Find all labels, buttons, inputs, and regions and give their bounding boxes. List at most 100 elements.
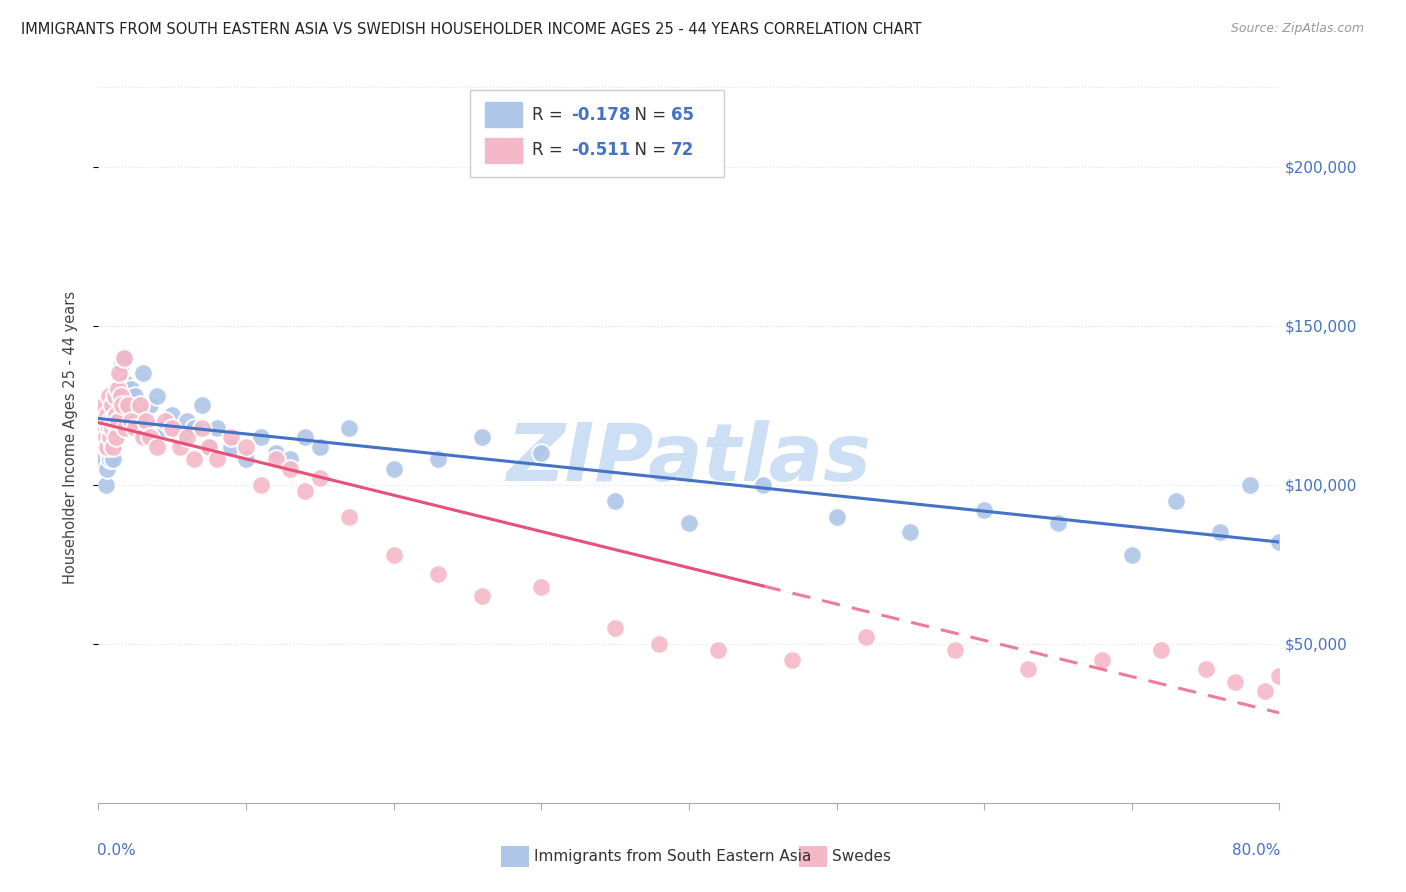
Point bbox=[162, 420, 183, 434]
Point bbox=[94, 477, 117, 491]
Point bbox=[94, 414, 117, 428]
Point bbox=[107, 420, 129, 434]
Point bbox=[153, 414, 176, 428]
Point bbox=[1150, 643, 1173, 657]
Text: -0.178: -0.178 bbox=[571, 105, 630, 123]
Point bbox=[105, 383, 128, 397]
Point bbox=[1018, 662, 1040, 676]
Point bbox=[105, 414, 128, 428]
Point bbox=[1047, 516, 1070, 530]
Point bbox=[105, 430, 128, 444]
Point bbox=[104, 414, 127, 428]
Point bbox=[115, 389, 138, 403]
Point bbox=[97, 389, 120, 403]
Point bbox=[100, 420, 122, 434]
Point bbox=[97, 420, 120, 434]
Point bbox=[221, 440, 243, 454]
Point bbox=[605, 621, 627, 635]
Point bbox=[294, 430, 316, 444]
Point bbox=[100, 420, 122, 434]
Point bbox=[678, 516, 700, 530]
Text: Swedes: Swedes bbox=[832, 849, 891, 863]
Point bbox=[114, 376, 136, 390]
Point bbox=[114, 420, 136, 434]
Point bbox=[855, 631, 877, 645]
Point bbox=[100, 398, 122, 412]
Point bbox=[112, 351, 135, 365]
Point bbox=[1284, 675, 1306, 690]
Point bbox=[104, 389, 127, 403]
Point bbox=[169, 430, 191, 444]
Point bbox=[235, 452, 257, 467]
Point bbox=[280, 452, 302, 467]
Point bbox=[309, 440, 332, 454]
Point bbox=[1327, 700, 1350, 714]
Point bbox=[198, 440, 221, 454]
FancyBboxPatch shape bbox=[485, 102, 523, 127]
Point bbox=[153, 420, 176, 434]
Point bbox=[96, 440, 118, 454]
Text: R =: R = bbox=[531, 141, 568, 160]
Point bbox=[107, 383, 129, 397]
Point bbox=[1268, 535, 1291, 549]
Point bbox=[103, 440, 125, 454]
Text: IMMIGRANTS FROM SOUTH EASTERN ASIA VS SWEDISH HOUSEHOLDER INCOME AGES 25 - 44 YE: IMMIGRANTS FROM SOUTH EASTERN ASIA VS SW… bbox=[21, 22, 922, 37]
Point bbox=[146, 389, 169, 403]
Point bbox=[648, 637, 671, 651]
Point bbox=[146, 440, 169, 454]
Point bbox=[110, 367, 132, 381]
Point bbox=[1239, 477, 1261, 491]
Point bbox=[100, 440, 122, 454]
Point bbox=[120, 383, 142, 397]
Text: Source: ZipAtlas.com: Source: ZipAtlas.com bbox=[1230, 22, 1364, 36]
Point bbox=[198, 440, 221, 454]
FancyBboxPatch shape bbox=[485, 138, 523, 163]
Point bbox=[124, 389, 146, 403]
Point bbox=[752, 477, 775, 491]
Point bbox=[93, 452, 115, 467]
Point bbox=[294, 484, 316, 499]
Y-axis label: Householder Income Ages 25 - 44 years: Householder Income Ages 25 - 44 years bbox=[63, 291, 77, 583]
Point bbox=[111, 357, 134, 371]
Point bbox=[943, 643, 966, 657]
Point bbox=[108, 367, 131, 381]
Point bbox=[973, 503, 995, 517]
Point bbox=[128, 398, 150, 412]
Point bbox=[264, 452, 287, 467]
Point bbox=[1268, 668, 1291, 682]
Point bbox=[339, 509, 361, 524]
Point bbox=[96, 440, 118, 454]
Point bbox=[139, 430, 162, 444]
Text: N =: N = bbox=[624, 105, 671, 123]
Point bbox=[250, 430, 273, 444]
Point bbox=[132, 430, 155, 444]
Point bbox=[191, 420, 214, 434]
Point bbox=[1195, 662, 1218, 676]
Point bbox=[1225, 675, 1247, 690]
Point bbox=[1357, 716, 1379, 731]
Point bbox=[98, 414, 121, 428]
Point bbox=[91, 414, 114, 428]
Point bbox=[111, 398, 134, 412]
Point bbox=[104, 398, 127, 412]
Point bbox=[98, 430, 121, 444]
Point bbox=[250, 477, 273, 491]
Point bbox=[1298, 684, 1320, 698]
Point bbox=[235, 440, 257, 454]
Point bbox=[530, 580, 553, 594]
Point bbox=[96, 462, 118, 476]
Point bbox=[93, 398, 115, 412]
Text: 0.0%: 0.0% bbox=[97, 843, 136, 858]
Point bbox=[264, 446, 287, 460]
Point bbox=[97, 446, 120, 460]
Point bbox=[139, 398, 162, 412]
Point bbox=[107, 414, 129, 428]
Point bbox=[471, 589, 494, 603]
Point bbox=[120, 414, 142, 428]
Point bbox=[110, 389, 132, 403]
Point bbox=[205, 420, 228, 434]
Point bbox=[108, 398, 131, 412]
Point bbox=[825, 509, 848, 524]
Point bbox=[280, 462, 302, 476]
Point bbox=[191, 398, 214, 412]
